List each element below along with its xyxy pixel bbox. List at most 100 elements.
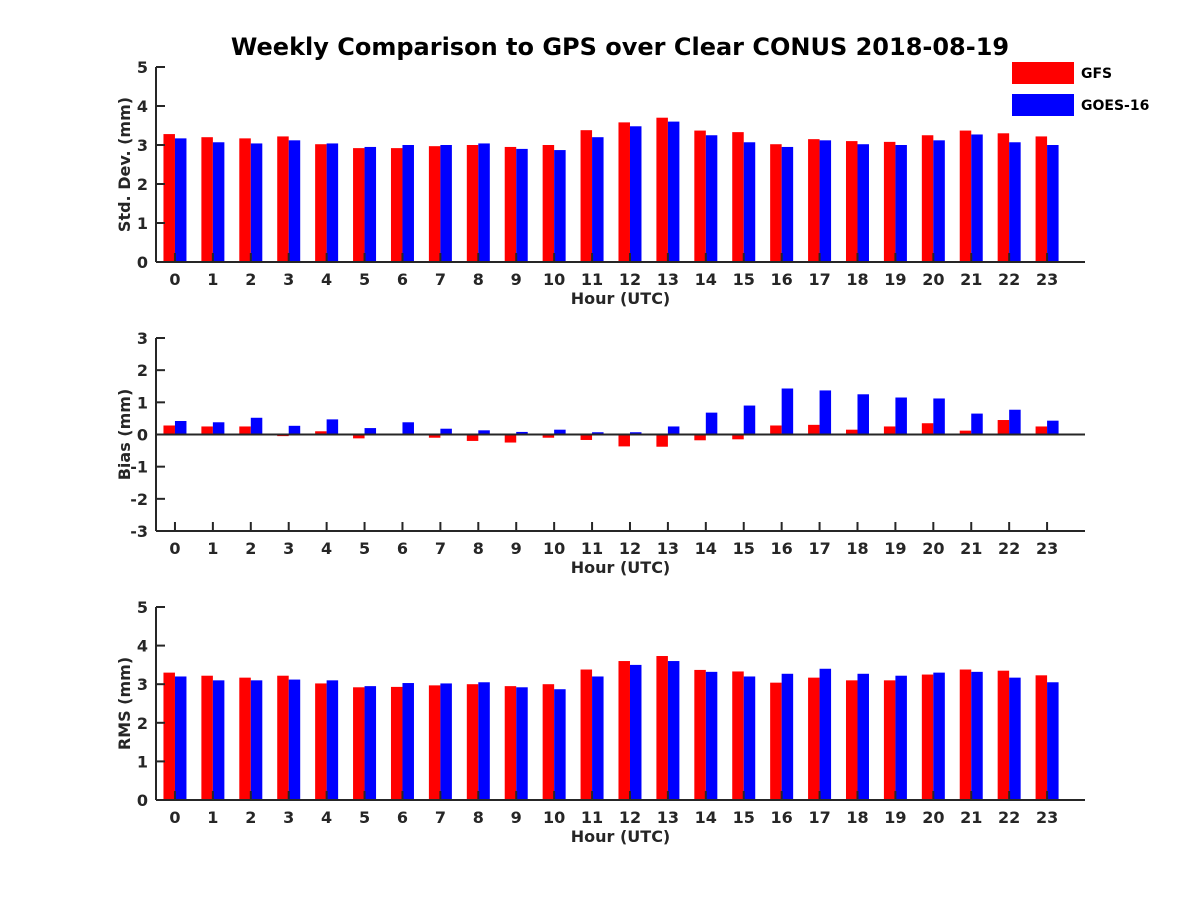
bar-goes-16-hour-19: [895, 145, 907, 262]
bar-goes-16-hour-3: [288, 425, 301, 435]
y-axis-label: Std. Dev. (mm): [115, 97, 134, 232]
bar-goes-16-hour-6: [402, 145, 414, 262]
y-tick-label: 5: [137, 598, 148, 617]
bar-goes-16-hour-14: [705, 135, 718, 262]
x-tick-label: 1: [207, 270, 218, 289]
x-tick-label: 7: [435, 539, 446, 558]
bar-goes-16-hour-20: [933, 398, 945, 435]
y-tick-label: 2: [137, 714, 148, 733]
bar-goes-16-hour-3: [288, 679, 301, 800]
bar-goes-16-hour-18: [857, 673, 869, 800]
bar-goes-16-hour-5: [364, 146, 377, 262]
bar-gfs-hour-7: [428, 146, 441, 262]
bar-goes-16-hour-16: [781, 388, 794, 435]
bar-goes-16-hour-15: [743, 405, 756, 435]
bar-goes-16-hour-9: [516, 431, 528, 435]
bar-gfs-hour-10: [542, 684, 555, 800]
x-tick-label: 23: [1036, 270, 1058, 289]
x-tick-label: 7: [435, 270, 446, 289]
legend-swatch-gfs: [1012, 62, 1074, 84]
x-tick-label: 11: [581, 270, 603, 289]
bar-goes-16-hour-9: [516, 148, 528, 262]
bar-goes-16-hour-13: [667, 121, 680, 262]
bar-goes-16-hour-4: [326, 680, 339, 800]
bar-goes-16-hour-21: [971, 413, 983, 435]
x-tick-label: 1: [207, 808, 218, 827]
bar-goes-16-hour-17: [819, 140, 832, 262]
bar-goes-16-hour-10: [554, 429, 566, 435]
bar-goes-16-hour-8: [478, 143, 490, 262]
y-tick-label: -3: [130, 522, 148, 541]
bar-gfs-hour-17: [808, 424, 820, 435]
x-tick-label: 13: [657, 539, 679, 558]
x-tick-label: 0: [169, 270, 180, 289]
bar-goes-16-hour-12: [629, 664, 642, 800]
bar-goes-16-hour-14: [705, 671, 718, 800]
bar-goes-16-hour-20: [933, 672, 945, 800]
x-tick-label: 21: [960, 808, 982, 827]
x-tick-label: 16: [771, 539, 793, 558]
legend-label-gfs: GFS: [1081, 66, 1112, 82]
bar-goes-16-hour-18: [857, 144, 869, 262]
x-tick-label: 11: [581, 808, 603, 827]
bar-gfs-hour-21: [959, 130, 972, 262]
bar-gfs-hour-20: [921, 135, 934, 262]
bar-gfs-hour-19: [883, 141, 896, 262]
legend-label-goes-16: GOES-16: [1081, 98, 1149, 114]
bar-goes-16-hour-14: [705, 412, 718, 435]
x-tick-label: 0: [169, 808, 180, 827]
x-tick-label: 4: [321, 808, 332, 827]
bar-goes-16-hour-16: [781, 673, 794, 800]
x-tick-label: 21: [960, 539, 982, 558]
bar-gfs-hour-15: [732, 132, 744, 262]
x-tick-label: 9: [511, 808, 522, 827]
bar-goes-16-hour-23: [1047, 145, 1059, 262]
bar-goes-16-hour-10: [554, 150, 566, 262]
bar-goes-16-hour-22: [1009, 142, 1021, 262]
x-tick-label: 5: [359, 539, 370, 558]
bar-gfs-hour-12: [618, 122, 630, 262]
x-tick-label: 0: [169, 539, 180, 558]
bar-goes-16-hour-1: [212, 142, 225, 262]
bar-goes-16-hour-0: [174, 420, 187, 435]
x-tick-label: 18: [846, 539, 868, 558]
y-tick-label: 1: [137, 214, 148, 233]
bar-goes-16-hour-13: [667, 661, 680, 800]
bar-gfs-hour-8: [466, 145, 479, 262]
x-tick-label: 12: [619, 539, 641, 558]
x-tick-label: 3: [283, 539, 294, 558]
x-tick-label: 19: [884, 539, 906, 558]
bar-gfs-hour-2: [239, 677, 251, 800]
x-tick-label: 6: [397, 539, 408, 558]
x-tick-label: 9: [511, 270, 522, 289]
x-tick-label: 11: [581, 539, 603, 558]
bar-goes-16-hour-21: [971, 671, 983, 800]
y-axis-label: RMS (mm): [115, 657, 134, 750]
bar-gfs-hour-13: [656, 656, 668, 800]
x-tick-label: 1: [207, 539, 218, 558]
y-tick-label: -1: [130, 458, 148, 477]
x-tick-label: 20: [922, 539, 944, 558]
x-tick-label: 17: [808, 539, 830, 558]
bar-gfs-hour-14: [694, 130, 706, 262]
bar-goes-16-hour-4: [326, 143, 339, 262]
x-tick-label: 5: [359, 270, 370, 289]
bar-goes-16-hour-6: [402, 683, 414, 800]
bar-goes-16-hour-23: [1047, 420, 1059, 435]
bar-gfs-hour-13: [656, 117, 668, 262]
bar-gfs-hour-5: [353, 434, 365, 439]
bar-gfs-hour-21: [959, 669, 972, 800]
bar-goes-16-hour-3: [288, 140, 301, 262]
bar-gfs-hour-9: [504, 686, 517, 800]
bar-gfs-hour-18: [845, 429, 858, 435]
bar-goes-16-hour-13: [667, 426, 680, 435]
bar-goes-16-hour-8: [478, 430, 490, 435]
x-tick-label: 13: [657, 808, 679, 827]
bar-gfs-hour-11: [580, 434, 593, 440]
x-tick-label: 3: [283, 808, 294, 827]
x-tick-label: 4: [321, 539, 332, 558]
bar-goes-16-hour-17: [819, 668, 832, 800]
bar-goes-16-hour-2: [250, 417, 263, 435]
